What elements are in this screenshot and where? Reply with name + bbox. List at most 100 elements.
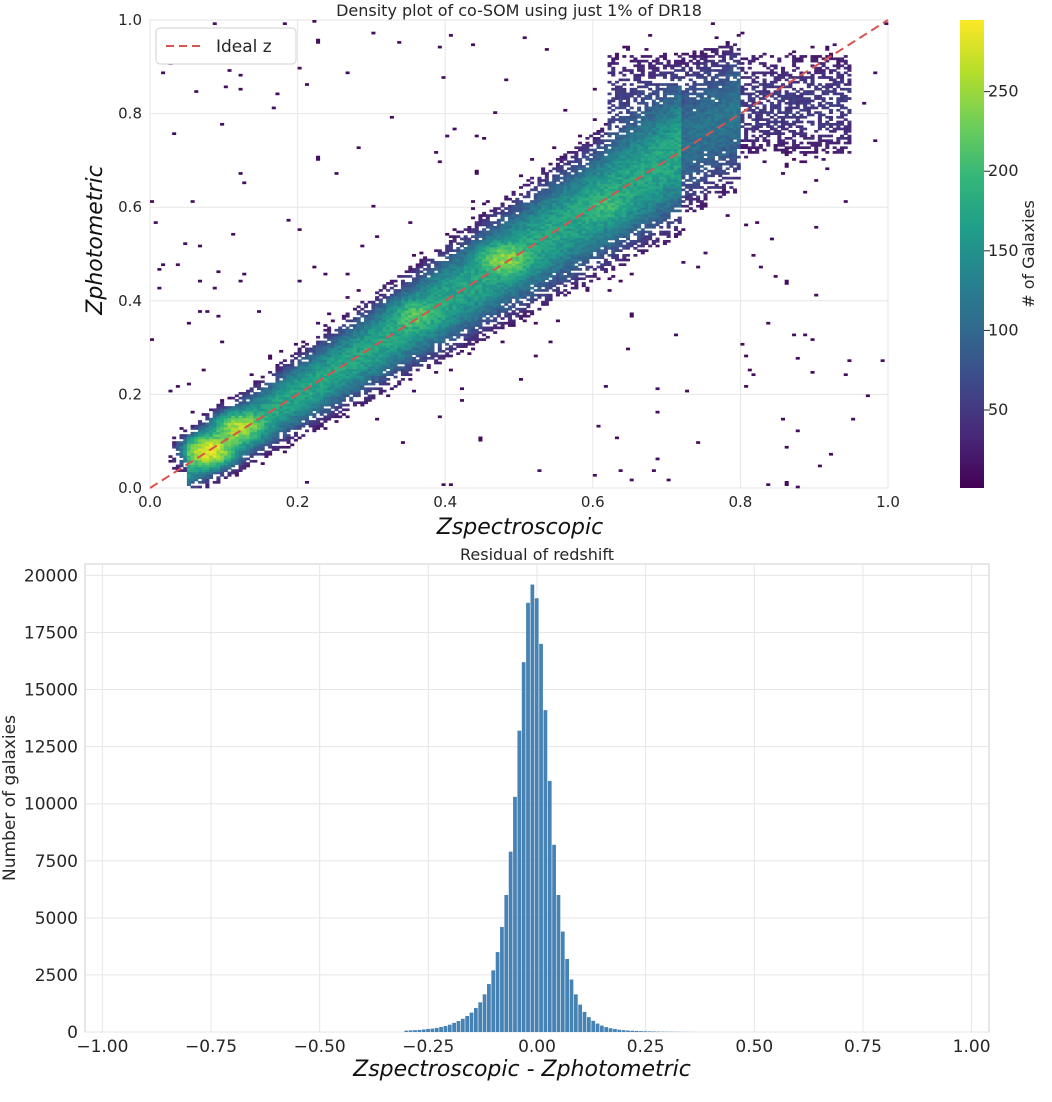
heatmap-cell	[471, 272, 476, 276]
heatmap-cell	[600, 155, 605, 159]
heatmap-cell	[482, 246, 487, 250]
heatmap-cell	[578, 230, 583, 234]
heatmap-cell	[585, 190, 590, 194]
heatmap-cell	[530, 204, 535, 208]
heatmap-cell	[209, 427, 214, 430]
heatmap-cell	[426, 265, 431, 269]
heatmap-cell	[504, 78, 509, 82]
heatmap-cell	[327, 356, 332, 360]
heatmap-cell	[463, 263, 468, 267]
heatmap-cell	[190, 200, 195, 203]
heatmap-cell	[603, 251, 608, 255]
heatmap-cell	[544, 228, 549, 231]
heatmap-cell	[268, 417, 273, 421]
heatmap-cell	[537, 218, 542, 222]
heatmap-cell	[389, 326, 394, 330]
heatmap-cell	[555, 256, 560, 260]
heatmap-cell	[570, 244, 575, 248]
heatmap-cell	[186, 480, 191, 484]
heatmap-cell	[400, 296, 405, 299]
heatmap-cell	[541, 218, 546, 222]
heatmap-cell	[530, 209, 535, 213]
heatmap-cell	[607, 181, 612, 185]
heatmap-cell	[356, 387, 361, 391]
heatmap-cell	[441, 340, 446, 344]
heatmap-cell	[511, 312, 516, 316]
heatmap-cell	[570, 195, 575, 199]
heatmap-cell	[596, 207, 601, 210]
heatmap-cell	[430, 317, 435, 320]
heatmap-cell	[526, 225, 531, 229]
heatmap-cell	[397, 347, 402, 351]
heatmap-cell	[511, 256, 516, 260]
heatmap-cell	[238, 469, 243, 472]
heatmap-cell	[504, 254, 509, 257]
heatmap-cell	[367, 352, 372, 355]
heatmap-cell	[548, 209, 553, 213]
heatmap-cell	[489, 237, 494, 241]
heatmap-cell	[600, 249, 605, 253]
heatmap-cell	[570, 167, 575, 171]
heatmap-cell	[175, 464, 180, 468]
heatmap-cell	[397, 382, 402, 386]
heatmap-cell	[563, 237, 568, 241]
heatmap-cell	[522, 246, 527, 250]
heatmap-cell	[614, 167, 619, 171]
heatmap-cell	[537, 244, 542, 248]
heatmap-cell	[563, 216, 568, 220]
heatmap-cell	[585, 181, 590, 185]
heatmap-cell	[445, 256, 450, 260]
heatmap-cell	[485, 216, 490, 220]
heatmap-cell	[578, 232, 583, 236]
heatmap-cell	[352, 317, 357, 320]
heatmap-cell	[507, 209, 512, 213]
heatmap-cell	[297, 399, 302, 402]
heatmap-cell	[592, 200, 597, 203]
heatmap-cell	[566, 223, 572, 227]
heatmap-cell	[548, 246, 553, 250]
heatmap-cell	[489, 326, 494, 330]
heatmap-cell	[548, 235, 553, 238]
heatmap-cell	[364, 378, 369, 381]
heatmap-cell	[570, 258, 575, 262]
heatmap-cell	[304, 342, 310, 346]
heatmap-cell	[378, 361, 383, 365]
heatmap-cell	[533, 204, 538, 208]
heatmap-cell	[186, 476, 191, 479]
heatmap-cell	[227, 445, 232, 449]
heatmap-cell	[478, 300, 483, 304]
heatmap-cell	[456, 258, 461, 262]
heatmap-cell	[327, 417, 332, 421]
heatmap-cell	[319, 385, 324, 388]
heatmap-cell	[367, 300, 372, 304]
heatmap-cell	[445, 331, 450, 334]
heatmap-cell	[426, 319, 431, 323]
heatmap-cell	[533, 235, 538, 238]
heatmap-cell	[279, 368, 284, 372]
heatmap-cell	[345, 356, 350, 360]
heatmap-cell	[530, 279, 535, 283]
heatmap-cell	[330, 387, 335, 391]
heatmap-cell	[614, 139, 619, 143]
heatmap-cell	[345, 366, 350, 370]
heatmap-cell	[566, 254, 572, 257]
heatmap-cell	[268, 396, 273, 400]
heatmap-cell	[304, 420, 310, 423]
heatmap-cell	[566, 256, 572, 260]
heatmap-cell	[257, 410, 262, 414]
heatmap-cell	[334, 371, 339, 374]
heatmap-cell	[316, 38, 321, 42]
heatmap-cell	[330, 338, 335, 341]
heatmap-cell	[426, 258, 431, 262]
heatmap-cell	[474, 263, 479, 267]
heatmap-cell	[404, 338, 409, 341]
heatmap-cell	[334, 401, 339, 405]
heatmap-cell	[386, 363, 391, 367]
heatmap-cell	[596, 172, 601, 175]
heatmap-cell	[245, 394, 250, 398]
heatmap-cell	[530, 242, 535, 245]
heatmap-cell	[611, 57, 616, 61]
heatmap-cell	[356, 347, 361, 351]
heatmap-cell	[463, 261, 468, 264]
heatmap-cell	[585, 230, 590, 234]
